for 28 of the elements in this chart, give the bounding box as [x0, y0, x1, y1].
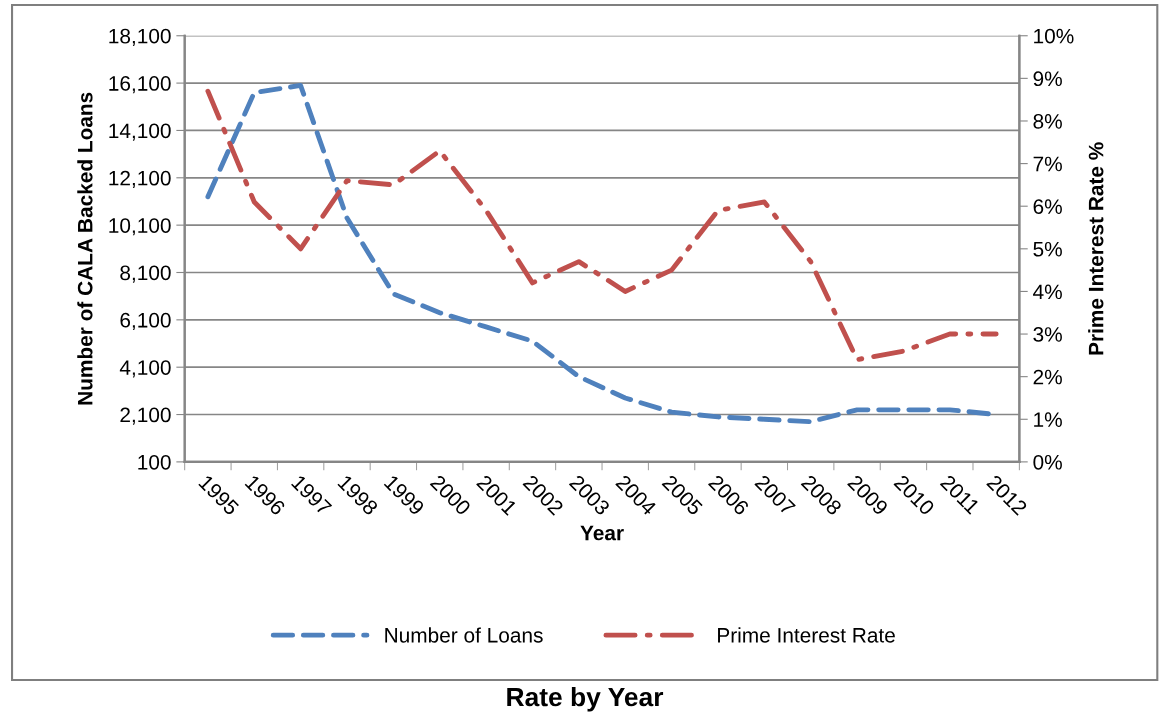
y-tick-label: 14,100 [109, 123, 171, 141]
y-tick-label: 12,100 [109, 170, 171, 189]
y-tick-label: 4,100 [119, 360, 171, 378]
y2-tick-label: 1% [1034, 412, 1062, 427]
y2-tick-label: 10% [1034, 28, 1074, 44]
y2-tick-label: 9% [1033, 71, 1062, 87]
text: Rate by Year [507, 686, 664, 712]
y-axis-title: Number of CALA Backed Loans [77, 92, 93, 405]
y-tick-label: 16,100 [109, 76, 171, 94]
y2-axis-title: Prime Interest Rate % [1088, 142, 1104, 355]
y2-tick-label: 7% [1033, 156, 1062, 172]
legend-label: Number of Loans [385, 627, 543, 643]
y-tick-label: 100 [138, 454, 171, 470]
x-axis-title: Year [580, 525, 624, 541]
y2-tick-label: 0% [1033, 454, 1062, 470]
y-tick-label: 18,100 [109, 28, 171, 46]
y2-tick-label: 2% [1033, 369, 1062, 385]
y-tick-label: 10,100 [109, 218, 171, 236]
y-tick-label: 6,100 [120, 312, 171, 331]
y-tick-label: 8,100 [120, 265, 171, 283]
y2-tick-label: 4% [1033, 284, 1062, 300]
y2-tick-label: 8% [1033, 113, 1062, 129]
y-tick-label: 2,100 [120, 407, 171, 425]
line-series [205, 88, 999, 363]
y2-tick-label: 3% [1033, 327, 1062, 342]
legend-label: Prime Interest Rate [718, 627, 895, 643]
y2-tick-label: 6% [1033, 199, 1062, 214]
y2-tick-label: 5% [1033, 241, 1062, 257]
